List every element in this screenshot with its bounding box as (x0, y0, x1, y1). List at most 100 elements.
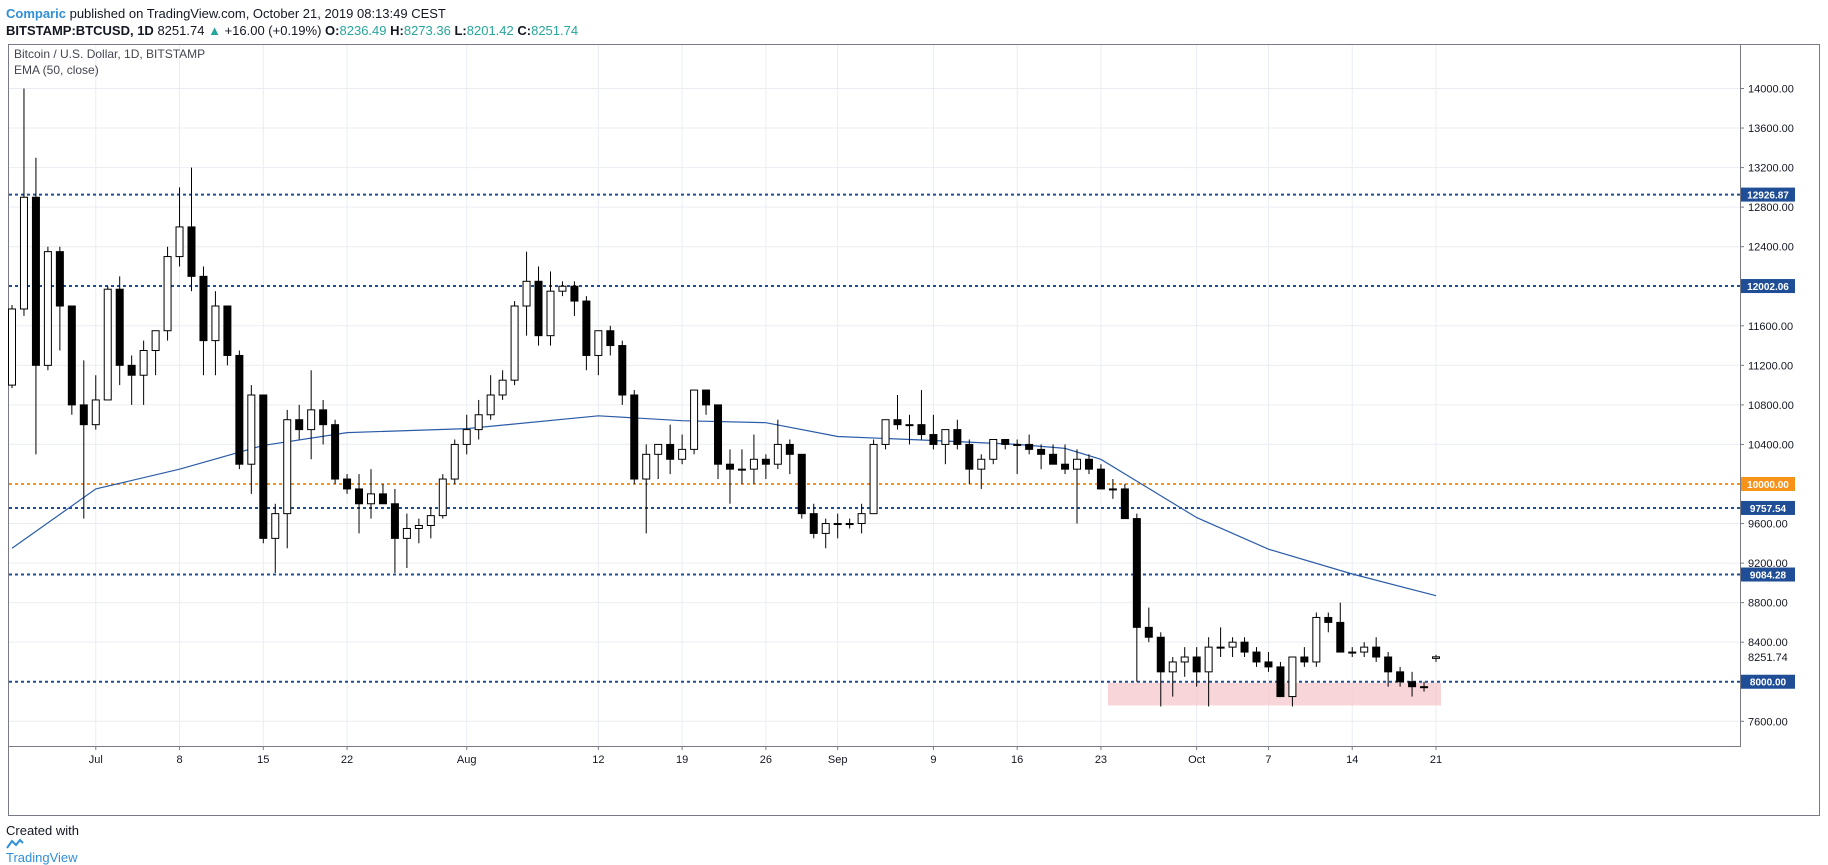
candle-down[interactable] (965, 443, 974, 470)
candle-down[interactable] (630, 394, 639, 480)
candle-up[interactable] (989, 438, 998, 460)
candle-down[interactable] (1025, 443, 1034, 450)
candle-down[interactable] (31, 196, 40, 366)
candle-down[interactable] (1144, 626, 1153, 638)
candle-down[interactable] (1192, 656, 1201, 673)
candle-down[interactable] (115, 288, 124, 366)
candle-up[interactable] (1228, 641, 1237, 648)
candle-down[interactable] (127, 364, 136, 376)
candle-up[interactable] (1348, 651, 1357, 654)
candle-up[interactable] (510, 305, 519, 381)
candle-up[interactable] (1108, 488, 1117, 491)
candle-down[interactable] (1132, 518, 1141, 628)
candle-up[interactable] (271, 513, 280, 539)
candle-up[interactable] (845, 523, 854, 526)
candle-up[interactable] (462, 429, 471, 445)
candle-up[interactable] (1360, 646, 1369, 653)
candle-up[interactable] (43, 251, 52, 366)
candle-down[interactable] (1324, 616, 1333, 623)
candle-up[interactable] (139, 350, 148, 376)
candle-up[interactable] (1204, 646, 1213, 673)
candle-down[interactable] (390, 503, 399, 539)
candle-up[interactable] (1013, 443, 1022, 446)
candle-down[interactable] (785, 443, 794, 455)
candle-down[interactable] (1300, 656, 1309, 663)
candle-up[interactable] (594, 330, 603, 356)
candle-up[interactable] (402, 527, 411, 539)
candle-up[interactable] (366, 493, 375, 505)
candle-up[interactable] (163, 256, 172, 332)
candle-up[interactable] (414, 525, 423, 529)
candle-up[interactable] (247, 394, 256, 465)
price-chart[interactable]: 14000.00 13600.00 13200.00 12800.00 12400.00… (8, 44, 1820, 816)
chart-frame[interactable]: 14000.00 13600.00 13200.00 12800.00 12400.00… (8, 44, 1820, 816)
candle-up[interactable] (307, 409, 316, 431)
candle-down[interactable] (235, 354, 244, 465)
candle-down[interactable] (1384, 656, 1393, 673)
candle-down[interactable] (223, 305, 232, 356)
candle-down[interactable] (79, 404, 88, 426)
candle-down[interactable] (582, 300, 591, 356)
candle-up[interactable] (438, 478, 447, 517)
candle-up[interactable] (151, 330, 160, 352)
candle-down[interactable] (929, 434, 938, 445)
candle-down[interactable] (1252, 651, 1261, 663)
candle-down[interactable] (714, 404, 723, 465)
candle-up[interactable] (1312, 616, 1321, 663)
candle-up[interactable] (522, 280, 531, 307)
candle-up[interactable] (474, 414, 483, 431)
candle-down[interactable] (67, 305, 76, 406)
candle-up[interactable] (654, 443, 663, 455)
candle-down[interactable] (1001, 438, 1010, 445)
candle-down[interactable] (1049, 453, 1058, 465)
candle-down[interactable] (761, 458, 770, 465)
candle-up[interactable] (941, 429, 950, 445)
candle-down[interactable] (534, 280, 543, 337)
candle-down[interactable] (797, 453, 806, 515)
candle-down[interactable] (343, 478, 352, 490)
candle-up[interactable] (1432, 656, 1440, 659)
candle-down[interactable] (1084, 458, 1093, 470)
candle-down[interactable] (1120, 488, 1129, 520)
author-link[interactable]: Comparic (6, 6, 66, 21)
candle-down[interactable] (666, 443, 675, 460)
candle-down[interactable] (295, 419, 304, 431)
candle-down[interactable] (1061, 463, 1070, 470)
candle-up[interactable] (19, 196, 28, 310)
candle-down[interactable] (606, 330, 615, 347)
candle-down[interactable] (1336, 621, 1345, 653)
candle-down[interactable] (893, 419, 902, 426)
candle-up[interactable] (91, 399, 100, 426)
candle-up[interactable] (690, 389, 699, 450)
candle-up[interactable] (749, 458, 758, 470)
candle-up[interactable] (642, 453, 651, 480)
candle-up[interactable] (678, 448, 687, 460)
candle-down[interactable] (259, 394, 268, 539)
candle-down[interactable] (199, 275, 208, 342)
candle-down[interactable] (355, 488, 364, 505)
candle-down[interactable] (953, 429, 962, 445)
candle-down[interactable] (1037, 448, 1046, 455)
candle-up[interactable] (869, 443, 878, 515)
candle-down[interactable] (725, 463, 734, 470)
candle-up[interactable] (546, 290, 555, 337)
candle-up[interactable] (977, 458, 986, 470)
candle-up[interactable] (426, 515, 435, 527)
candle-up[interactable] (283, 419, 292, 515)
candle-down[interactable] (618, 345, 627, 396)
candle-down[interactable] (1408, 681, 1417, 688)
candle-down[interactable] (917, 424, 926, 436)
candle-up[interactable] (1168, 661, 1177, 673)
candle-down[interactable] (331, 424, 340, 480)
candle-down[interactable] (809, 513, 818, 534)
candle-up[interactable] (1420, 686, 1429, 689)
candle-up[interactable] (450, 443, 459, 480)
candle-up[interactable] (498, 379, 507, 396)
candle-up[interactable] (857, 513, 866, 525)
candle-down[interactable] (1156, 636, 1165, 673)
candle-up[interactable] (8, 308, 16, 386)
candle-down[interactable] (187, 226, 196, 277)
candle-down[interactable] (1372, 646, 1381, 658)
candle-down[interactable] (378, 493, 387, 505)
candle-up[interactable] (1073, 458, 1082, 470)
